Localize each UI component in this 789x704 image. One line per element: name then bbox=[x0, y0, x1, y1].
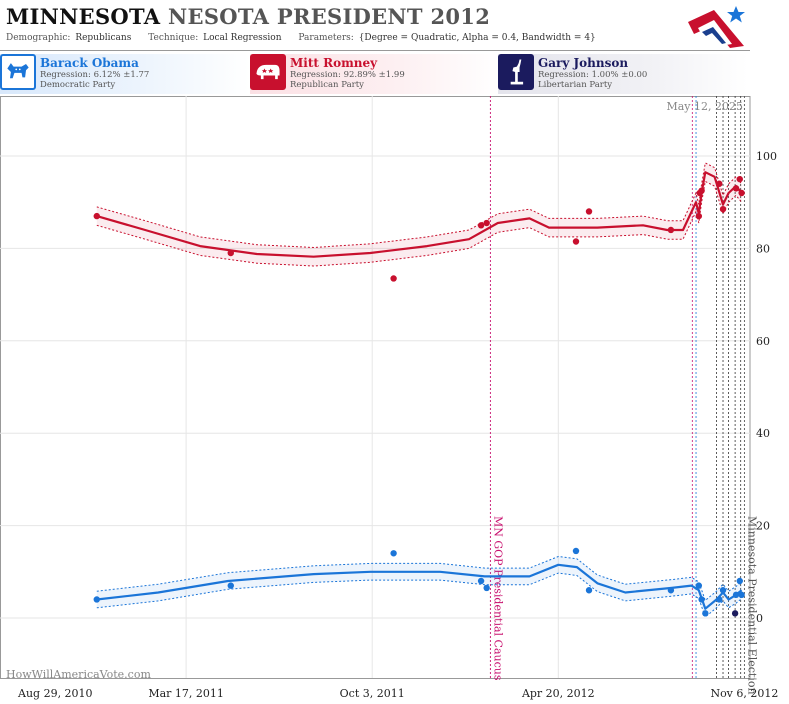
data-point bbox=[716, 596, 723, 603]
data-point bbox=[483, 584, 490, 592]
data-point bbox=[572, 547, 580, 555]
page-title: MINNESOTA NESOTA PRESIDENT 2012 bbox=[6, 4, 491, 29]
data-point bbox=[716, 180, 723, 187]
event-label: MN GOP Presidential Caucus bbox=[491, 516, 504, 681]
grid-layer bbox=[0, 96, 751, 679]
candidate-card-obama: Barack Obama Regression: 6.12% ±1.77 Dem… bbox=[0, 54, 250, 94]
data-point bbox=[731, 610, 739, 617]
candidate-name: Barack Obama bbox=[40, 56, 139, 70]
data-point bbox=[477, 577, 485, 585]
trend-line bbox=[96, 563, 743, 610]
data-point bbox=[227, 249, 234, 257]
confidence-band bbox=[96, 556, 742, 617]
data-point bbox=[719, 205, 727, 213]
data-point bbox=[390, 275, 397, 282]
candidate-name: Mitt Romney bbox=[290, 56, 378, 70]
watermark: HowWillAmericaVote.com bbox=[6, 668, 151, 681]
data-point bbox=[698, 596, 705, 603]
chart-parameters: Demographic: Republicans Technique: Loca… bbox=[6, 33, 596, 43]
data-point bbox=[736, 175, 743, 183]
candidate-party: Democratic Party bbox=[40, 80, 116, 90]
candidate-name: Gary Johnson bbox=[538, 56, 629, 70]
data-point bbox=[667, 587, 675, 594]
data-point bbox=[93, 212, 100, 220]
data-point-layer bbox=[93, 175, 745, 617]
elephant-icon bbox=[250, 54, 286, 90]
plot-frame bbox=[0, 96, 751, 679]
x-tick-label: Oct 3, 2011 bbox=[340, 687, 405, 700]
data-point bbox=[736, 577, 743, 585]
confidence-band-layer bbox=[96, 162, 742, 618]
axis-layer: 0 20 40 60 80 100 Aug 29, 2010 Mar 17, 2011 Oct … bbox=[17, 150, 778, 700]
confidence-lower-line bbox=[96, 572, 742, 618]
y-tick-label: 40 bbox=[756, 427, 770, 440]
trend-line-layer bbox=[96, 171, 743, 610]
data-point bbox=[738, 591, 745, 599]
header: MINNESOTA NESOTA PRESIDENT 2012 Demograp… bbox=[0, 0, 789, 52]
y-tick-label: 60 bbox=[756, 335, 770, 348]
header-divider bbox=[0, 50, 750, 51]
date-stamp: May 12, 2025 bbox=[666, 100, 743, 113]
trend-line bbox=[96, 171, 743, 258]
data-point bbox=[477, 222, 485, 229]
data-point bbox=[695, 582, 703, 589]
confidence-lower-line bbox=[96, 180, 742, 267]
candidate-party: Republican Party bbox=[290, 80, 364, 90]
y-tick-label: 0 bbox=[756, 612, 763, 625]
data-point bbox=[732, 185, 740, 192]
data-point bbox=[93, 596, 100, 603]
confidence-band bbox=[96, 163, 742, 266]
candidate-regression: Regression: 6.12% ±1.77 bbox=[40, 70, 150, 80]
candidate-card-johnson: Gary Johnson Regression: 1.00% ±0.00 Lib… bbox=[498, 54, 748, 94]
event-label: Minnesota Presidential Election bbox=[745, 516, 758, 695]
y-tick-label: 100 bbox=[756, 150, 777, 163]
chart-area: MN GOP Presidential Caucus Minnesota Pres… bbox=[0, 96, 778, 700]
x-tick-label: Apr 20, 2012 bbox=[521, 687, 595, 700]
donkey-icon bbox=[0, 54, 36, 90]
confidence-upper-line bbox=[96, 162, 742, 249]
x-tick-label: Nov 6, 2012 bbox=[710, 687, 778, 700]
candidate-card-romney: Mitt Romney Regression: 92.89% ±1.99 Rep… bbox=[250, 54, 500, 94]
data-point bbox=[732, 591, 740, 599]
data-point bbox=[702, 610, 709, 617]
candidate-party: Libertarian Party bbox=[538, 80, 613, 90]
x-tick-label: Aug 29, 2010 bbox=[17, 687, 93, 700]
y-tick-label: 80 bbox=[756, 242, 770, 255]
confidence-upper-line bbox=[96, 555, 742, 602]
site-logo-icon bbox=[688, 6, 745, 48]
data-point bbox=[667, 226, 675, 234]
data-point bbox=[390, 550, 397, 557]
data-point bbox=[698, 187, 705, 194]
data-point bbox=[695, 212, 703, 220]
data-point bbox=[738, 189, 745, 197]
candidate-regression: Regression: 1.00% ±0.00 bbox=[538, 70, 648, 80]
x-tick-label: Mar 17, 2011 bbox=[148, 687, 224, 700]
data-point bbox=[585, 208, 593, 215]
candidate-regression: Regression: 92.89% ±1.99 bbox=[290, 70, 405, 80]
data-point bbox=[719, 587, 727, 594]
data-point bbox=[585, 587, 593, 594]
statue-of-liberty-icon bbox=[498, 54, 534, 90]
data-point bbox=[572, 238, 580, 245]
data-point bbox=[227, 582, 234, 589]
y-tick-label: 20 bbox=[756, 520, 770, 533]
data-point bbox=[483, 219, 490, 227]
